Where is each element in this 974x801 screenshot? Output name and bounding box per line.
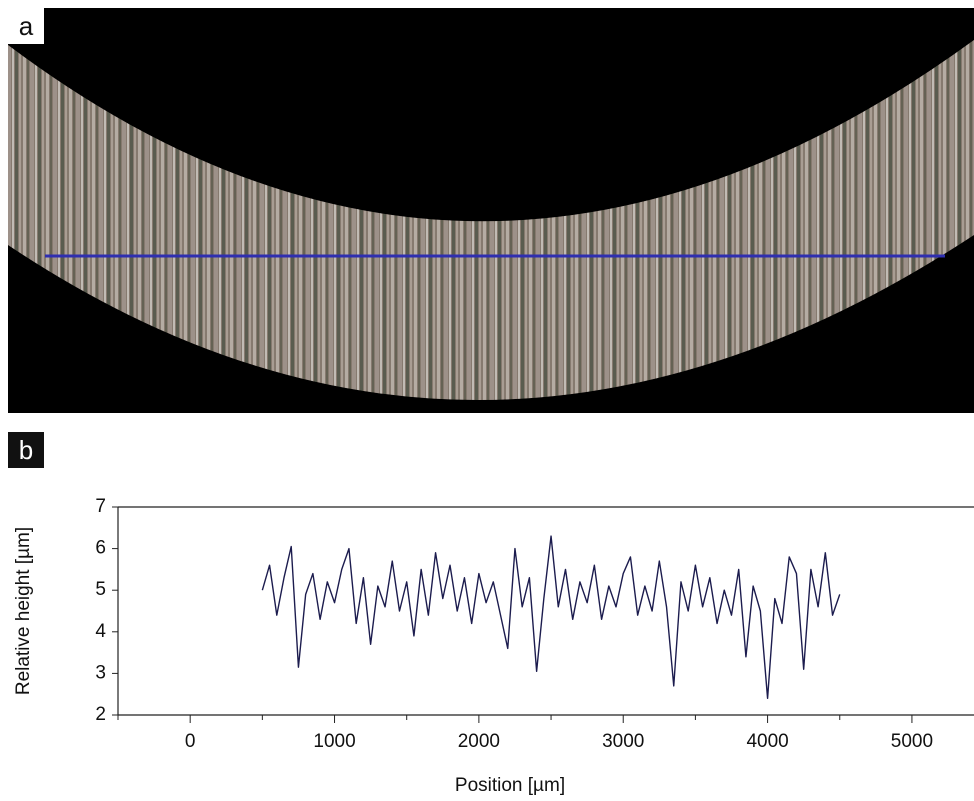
x-tick-label: 1000: [313, 731, 355, 752]
y-tick-label: 7: [95, 496, 106, 517]
panel-label-box: [8, 8, 44, 44]
x-tick-label: 2000: [458, 731, 500, 752]
x-tick-label: 4000: [746, 731, 788, 752]
y-axis-label: Relative height [µm]: [13, 527, 34, 695]
panel-label: a: [19, 11, 34, 41]
x-tick-label: 5000: [891, 731, 933, 752]
x-tick-label: 0: [185, 731, 196, 752]
y-tick-label: 5: [95, 579, 106, 600]
y-tick-label: 3: [95, 662, 106, 683]
panel-label-box: [8, 432, 44, 468]
x-axis-label: Position [µm]: [455, 775, 565, 796]
panel-label: b: [19, 435, 33, 465]
y-tick-label: 2: [95, 704, 106, 725]
profile-trace: [261, 535, 841, 700]
y-tick-label: 4: [95, 621, 106, 642]
panel-a: a: [8, 8, 974, 413]
micrograph-shade: [8, 40, 974, 401]
x-tick-label: 3000: [602, 731, 644, 752]
micrograph-band: [8, 40, 974, 401]
y-tick-label: 6: [95, 538, 106, 559]
